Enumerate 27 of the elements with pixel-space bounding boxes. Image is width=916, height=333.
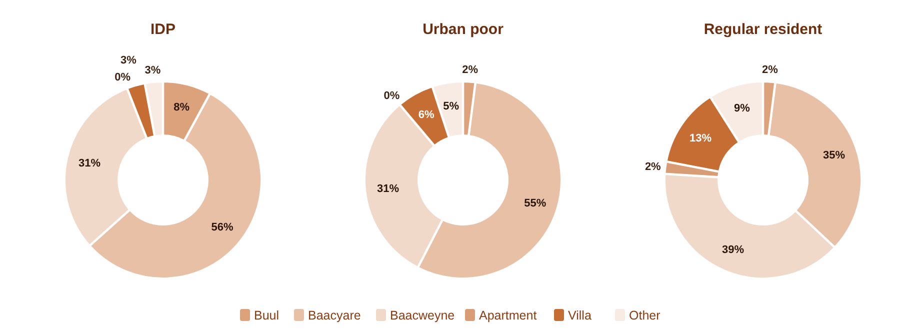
data-label: 55% [524,197,546,210]
data-label: 39% [722,244,744,256]
data-label: 35% [823,149,846,162]
text: 0% [114,71,130,84]
data-label: 9% [734,102,750,114]
data-label: 31% [376,183,400,196]
legend-label: Apartment [479,308,538,322]
data-label: 13% [690,132,712,144]
data-label: 56% [211,222,234,234]
chart-title: IDP [150,21,176,38]
legend-label: Baacyare [308,308,361,322]
legend-label: Baacweyne [390,308,455,322]
data-label: 6% [418,108,434,121]
data-label: 2% [644,160,662,173]
data-label: 2% [462,64,478,76]
data-label: 2% [762,64,778,76]
data-label: 5% [443,100,460,112]
chart-title: Regular resident [704,21,822,38]
legend-label: Buul [254,308,280,322]
text: 0% [384,90,400,102]
data-label: 3% [144,64,161,76]
legend-label: Villa [568,308,592,322]
data-label: 3% [120,54,137,67]
legend-label: Other [629,308,660,322]
chart-title: Urban poor [422,21,504,38]
data-label: 31% [78,157,101,170]
data-label: 8% [174,102,190,114]
